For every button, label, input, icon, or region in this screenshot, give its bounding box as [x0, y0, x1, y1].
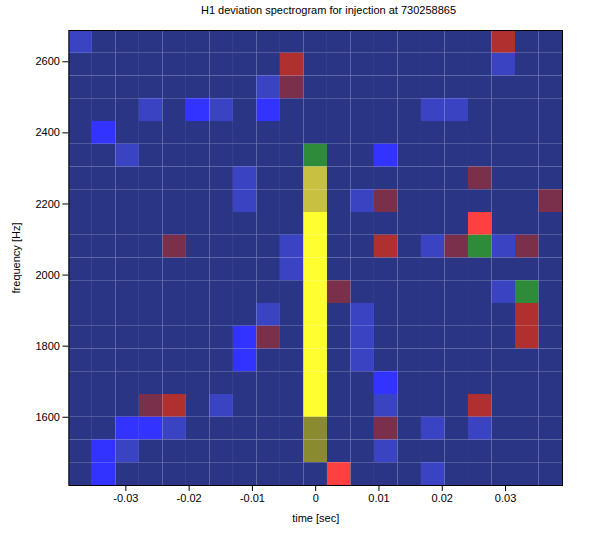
svg-text:frequency [Hz]: frequency [Hz]	[10, 223, 22, 294]
svg-text:0.03: 0.03	[495, 492, 516, 504]
svg-text:-0.03: -0.03	[113, 492, 138, 504]
svg-text:2000: 2000	[35, 269, 59, 281]
svg-text:2200: 2200	[35, 197, 59, 209]
svg-text:time [sec]: time [sec]	[292, 512, 339, 524]
svg-text:0.01: 0.01	[368, 492, 389, 504]
html-text:H1 deviation spectrogram for i: H1 deviation spectrogram for injection a…	[201, 4, 456, 16]
svg-text:2400: 2400	[35, 126, 59, 138]
svg-text:0.02: 0.02	[432, 492, 453, 504]
svg-text:-0.01: -0.01	[240, 492, 265, 504]
svg-text:-0.02: -0.02	[177, 492, 202, 504]
svg-text:0: 0	[313, 492, 319, 504]
svg-text:1600: 1600	[35, 411, 59, 423]
svg-text:2600: 2600	[35, 55, 59, 67]
svg-text:1800: 1800	[35, 340, 59, 352]
